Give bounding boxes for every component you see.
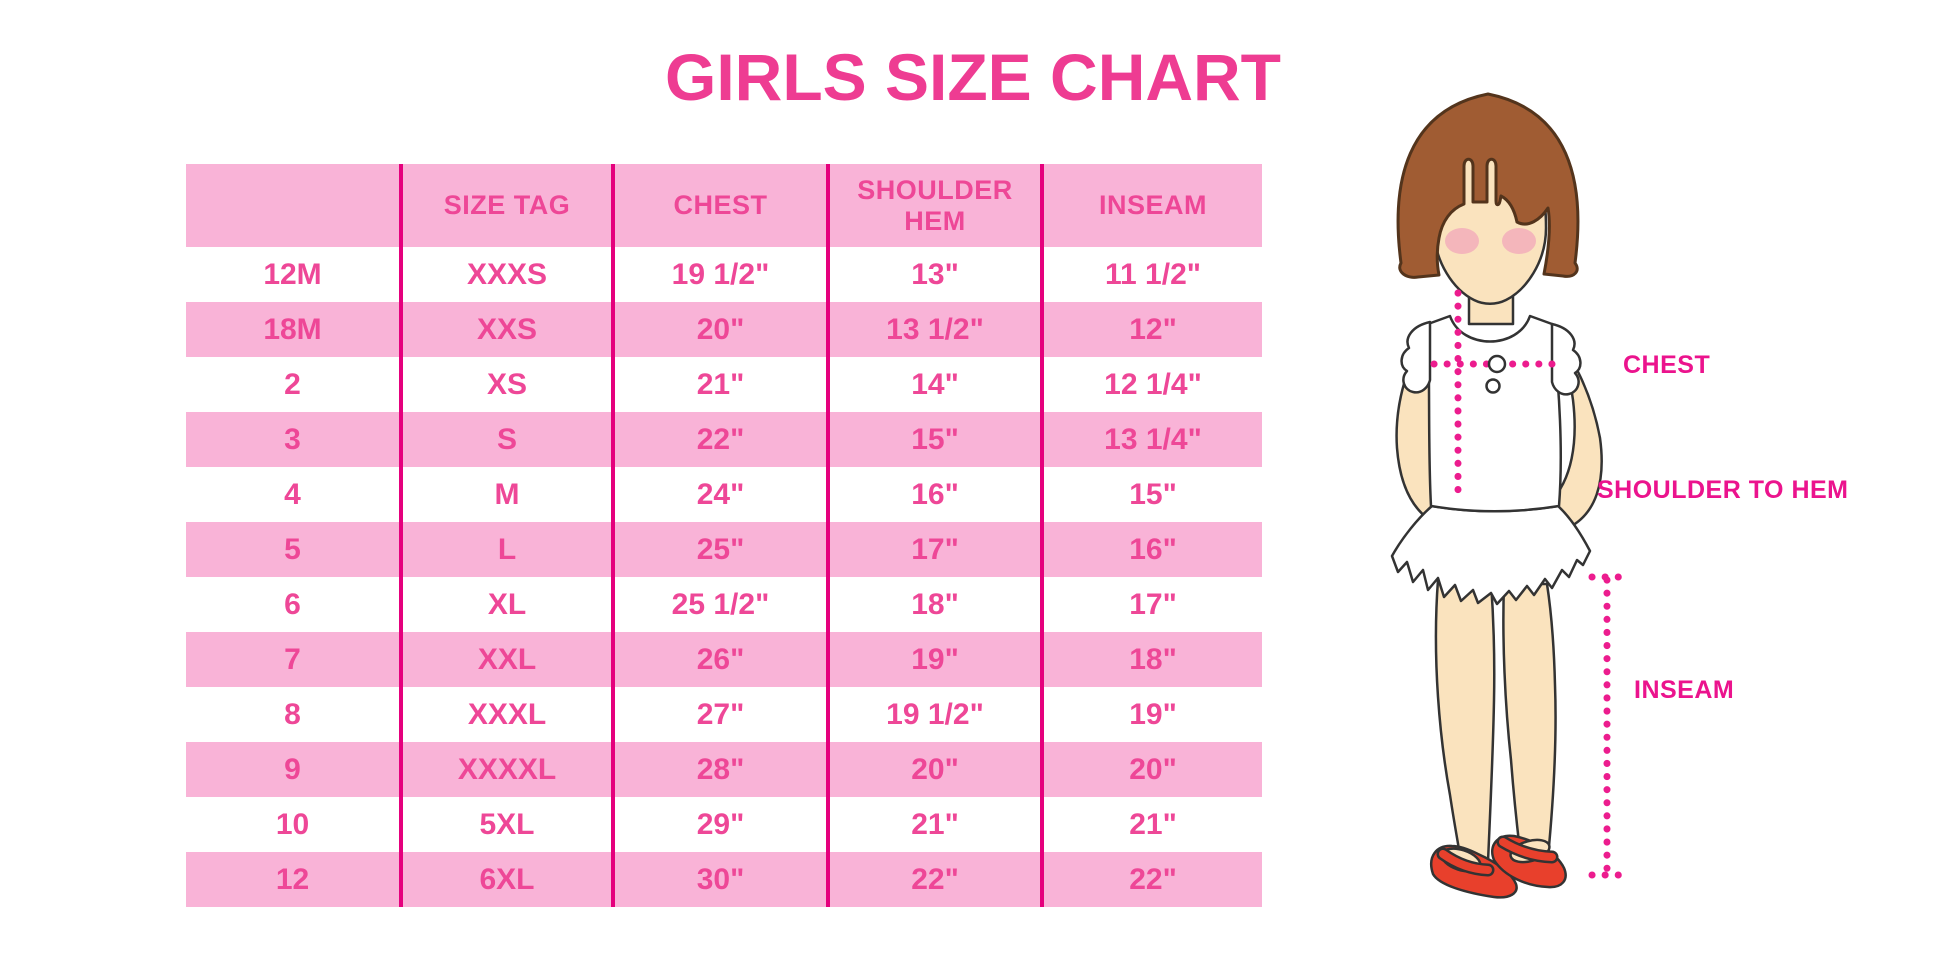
cell-size: 4: [284, 477, 301, 511]
cell-inseam: 21": [1040, 797, 1262, 852]
table-row: 4 M 24" 16" 15": [186, 467, 1262, 522]
girl-top: [1426, 314, 1563, 513]
cell-chest: 21": [611, 357, 828, 412]
cell-size-tag: XXS: [399, 302, 613, 357]
girl-shoulder-ruffle-right: [1550, 322, 1582, 396]
cell-size-tag: S: [399, 412, 613, 467]
cell-shoulder-hem: 13 1/2": [826, 302, 1042, 357]
girl-figure-illustration: [1350, 60, 1946, 950]
cell-size-tag: 6XL: [399, 852, 613, 907]
table-row: 8 XXXL 27" 19 1/2" 19": [186, 687, 1262, 742]
cell-size: 8: [284, 697, 301, 731]
col-header-size-tag: SIZE TAG: [399, 164, 613, 247]
cell-size-tag: XXXXL: [399, 742, 613, 797]
table-row: 7 XXL 26" 19" 18": [186, 632, 1262, 687]
cell-size: 6: [284, 587, 301, 621]
cell-inseam: 15": [1040, 467, 1262, 522]
cell-size: 18M: [186, 302, 401, 357]
cell-inseam: 12 1/4": [1040, 357, 1262, 412]
cell-size-tag: M: [399, 467, 613, 522]
cell-size: 12M: [263, 257, 322, 291]
cell-inseam: 20": [1040, 742, 1262, 797]
table-row: 10 5XL 29" 21" 21": [186, 797, 1262, 852]
cell-shoulder-hem: 13": [826, 247, 1042, 302]
cell-shoulder-hem: 17": [826, 522, 1042, 577]
girl-shoe-right-strap-top: [1499, 838, 1556, 861]
col-header-inseam: INSEAM: [1040, 164, 1262, 247]
cell-shoulder-hem: 19 1/2": [826, 687, 1042, 742]
girl-leg-left: [1434, 578, 1496, 864]
cell-chest: 26": [611, 632, 828, 687]
cell-shoulder-hem: 21": [826, 797, 1042, 852]
cell-shoulder-hem: 20": [826, 742, 1042, 797]
girl-skirt: [1390, 504, 1592, 606]
cell-inseam: 11 1/2": [1040, 247, 1262, 302]
cell-chest: 25": [611, 522, 828, 577]
cell-shoulder-hem: 16": [826, 467, 1042, 522]
page-title: GIRLS SIZE CHART: [664, 40, 1281, 114]
table-row: 18M XXS 20" 13 1/2" 12": [186, 302, 1262, 357]
girl-top-button-1: [1487, 354, 1507, 374]
cell-inseam: 22": [1040, 852, 1262, 907]
cell-size: 10: [275, 807, 310, 841]
cell-chest: 19 1/2": [611, 247, 828, 302]
cell-size: 5: [186, 522, 401, 577]
chest-measure-label: CHEST: [1623, 351, 1711, 379]
girl-shoulder-ruffle-left: [1400, 320, 1432, 394]
girl-blush-left: [1445, 228, 1479, 254]
inseam-measure-label: INSEAM: [1634, 676, 1735, 704]
cell-size: 12: [186, 852, 401, 907]
cell-size: 7: [186, 632, 401, 687]
table-row: 9 XXXXL 28" 20" 20": [186, 742, 1262, 797]
cell-chest: 30": [611, 852, 828, 907]
table-row: 2 XS 21" 14" 12 1/4": [186, 357, 1262, 412]
cell-chest: 24": [611, 467, 828, 522]
cell-shoulder-hem: 19": [826, 632, 1042, 687]
cell-chest: 28": [611, 742, 828, 797]
cell-chest: 25 1/2": [611, 577, 828, 632]
shoulder-to-hem-measure-label: SHOULDER TO HEM: [1597, 476, 1849, 504]
cell-size-tag: 5XL: [399, 797, 613, 852]
table-row: 3 S 22" 15" 13 1/4": [186, 412, 1262, 467]
girl-shoe-left-strap-top: [1439, 850, 1492, 874]
cell-inseam: 12": [1040, 302, 1262, 357]
cell-size-tag: XXL: [399, 632, 613, 687]
cell-shoulder-hem: 15": [826, 412, 1042, 467]
girl-top-button-2: [1485, 378, 1501, 394]
cell-size-tag: XXXL: [399, 687, 613, 742]
cell-size: 3: [186, 412, 401, 467]
cell-shoulder-hem: 18": [826, 577, 1042, 632]
cell-shoulder-hem: 14": [826, 357, 1042, 412]
cell-size: 2: [284, 367, 301, 401]
cell-size-tag: XXXS: [399, 247, 613, 302]
girl-leg-right: [1502, 582, 1557, 862]
cell-inseam: 13 1/4": [1040, 412, 1262, 467]
girl-blush-right: [1502, 228, 1536, 254]
col-header-chest: CHEST: [611, 164, 828, 247]
cell-chest: 20": [611, 302, 828, 357]
cell-inseam: 17": [1040, 577, 1262, 632]
cell-size-tag: XL: [399, 577, 613, 632]
table-row: 6 XL 25 1/2" 18" 17": [186, 577, 1262, 632]
header-row: SIZE TAG CHEST SHOULDER HEM INSEAM: [186, 164, 1262, 247]
table-row: 5 L 25" 17" 16": [186, 522, 1262, 577]
table-row: 12M XXXS 19 1/2" 13" 11 1/2": [186, 247, 1262, 302]
table-row: 12 6XL 30" 22" 22": [186, 852, 1262, 907]
cell-inseam: 19": [1040, 687, 1262, 742]
cell-chest: 29": [611, 797, 828, 852]
cell-size: 9: [186, 742, 401, 797]
cell-size-tag: L: [399, 522, 613, 577]
col-header-shoulder-hem: SHOULDER HEM: [826, 164, 1042, 247]
cell-shoulder-hem: 22": [826, 852, 1042, 907]
cell-inseam: 16": [1040, 522, 1262, 577]
col-header-blank: [186, 164, 401, 247]
size-chart-table: SIZE TAG CHEST SHOULDER HEM INSEAM 12M X…: [186, 164, 1262, 907]
cell-inseam: 18": [1040, 632, 1262, 687]
cell-chest: 22": [611, 412, 828, 467]
cell-size-tag: XS: [399, 357, 613, 412]
cell-chest: 27": [611, 687, 828, 742]
girl-hair: [1396, 92, 1580, 279]
